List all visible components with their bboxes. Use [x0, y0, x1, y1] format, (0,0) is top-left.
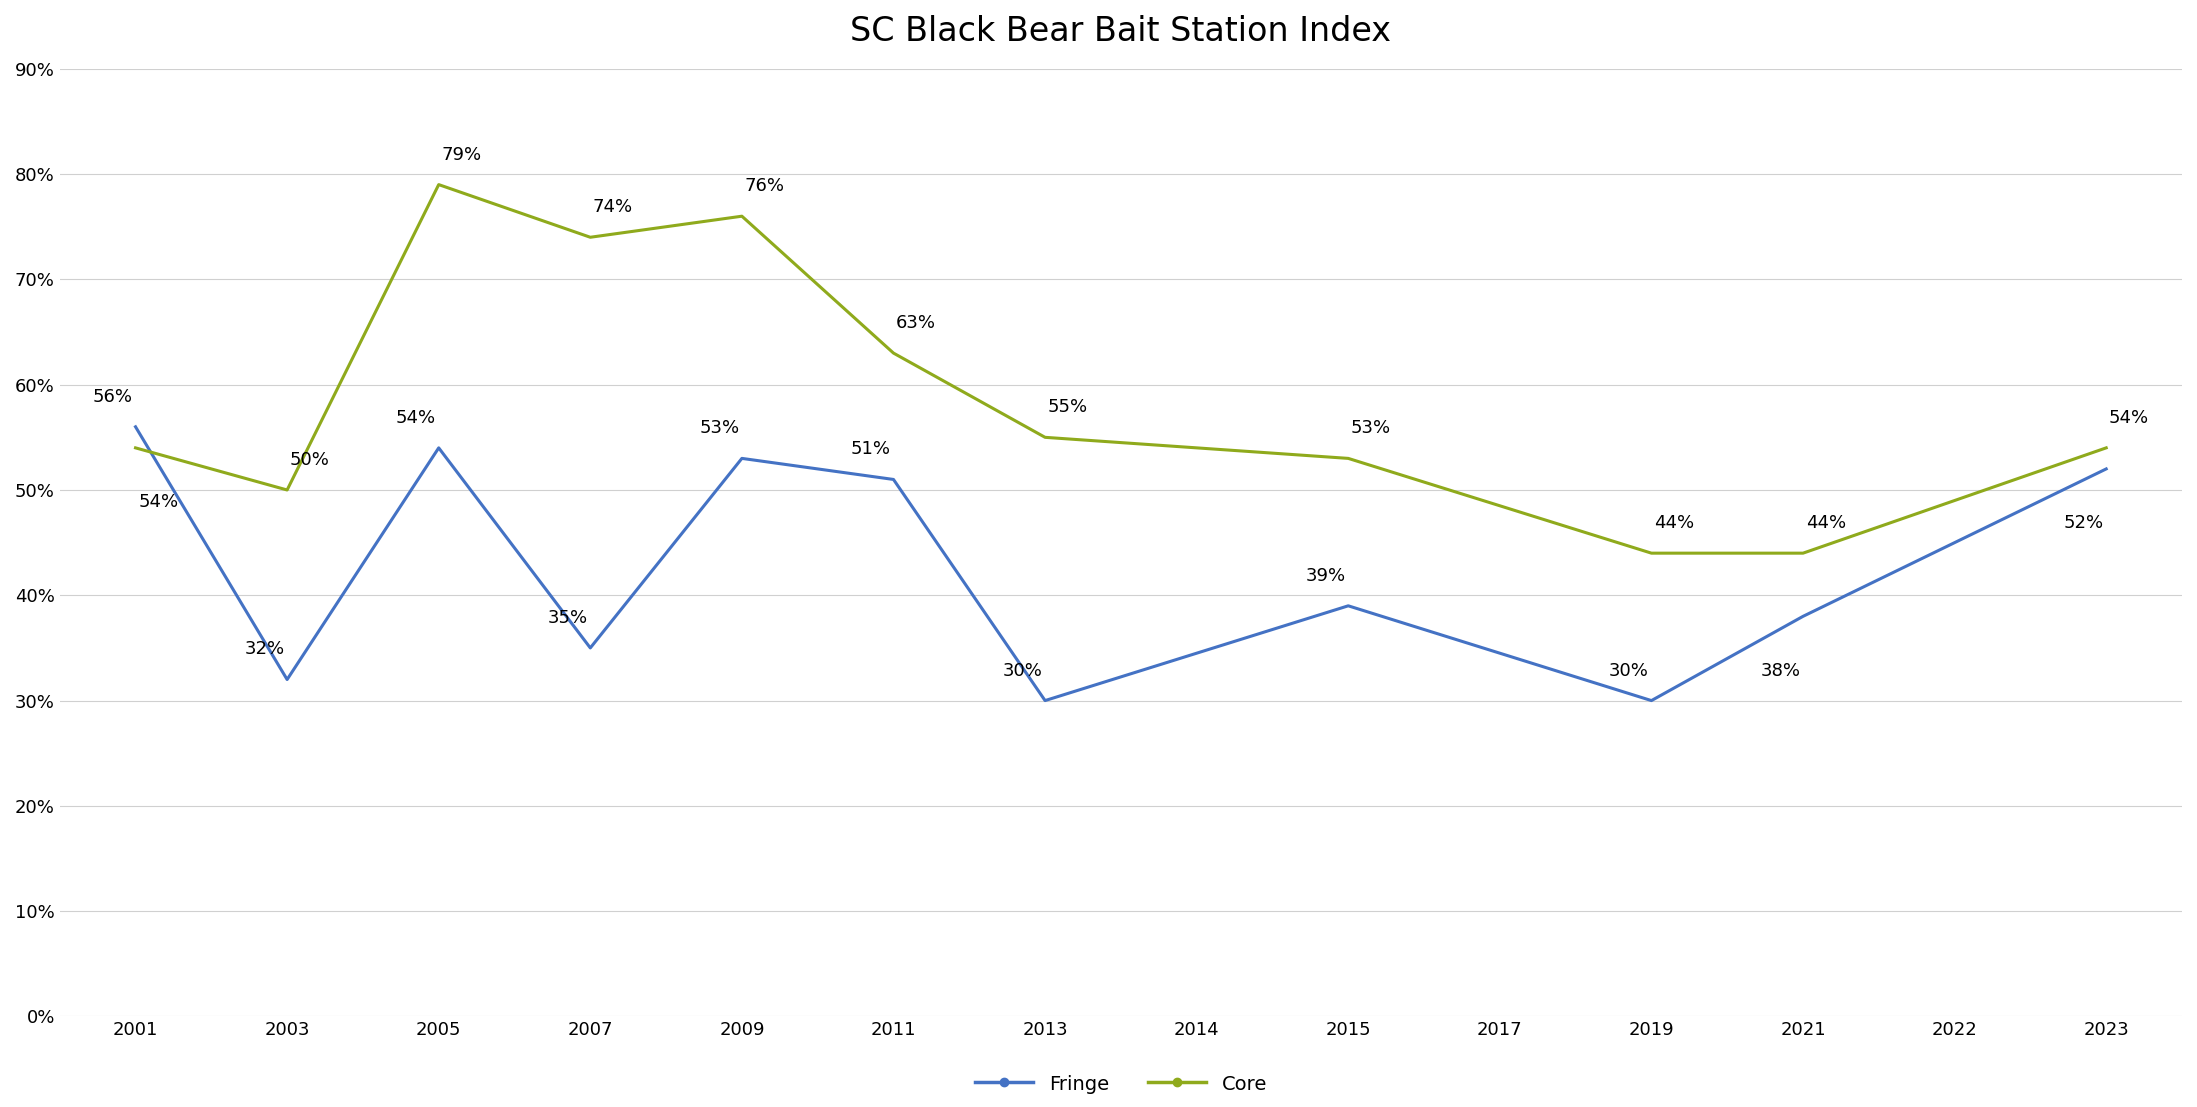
Text: 44%: 44%	[1806, 514, 1845, 532]
Text: 38%: 38%	[1760, 662, 1799, 680]
Fringe	[1336, 599, 1362, 612]
Text: 30%: 30%	[1608, 662, 1648, 680]
Text: 53%: 53%	[699, 420, 738, 437]
Text: 54%: 54%	[138, 493, 178, 511]
Fringe	[123, 421, 149, 434]
Core	[2094, 442, 2120, 455]
Fringe	[881, 473, 907, 486]
Core	[1791, 547, 1817, 560]
Text: 39%: 39%	[1305, 567, 1345, 584]
Line: Fringe: Fringe	[136, 427, 2107, 701]
Text: 32%: 32%	[244, 641, 283, 659]
Text: 35%: 35%	[547, 609, 587, 627]
Fringe	[275, 673, 301, 686]
Text: 56%: 56%	[92, 387, 132, 406]
Core	[881, 346, 907, 360]
Text: 74%: 74%	[593, 198, 633, 216]
Core	[426, 178, 453, 192]
Core	[123, 442, 149, 455]
Legend: Fringe, Core: Fringe, Core	[967, 1067, 1274, 1101]
Text: 63%: 63%	[896, 314, 936, 332]
Core	[1336, 452, 1362, 465]
Text: 44%: 44%	[1654, 514, 1694, 532]
Text: 54%: 54%	[2109, 408, 2149, 427]
Text: 52%: 52%	[2063, 514, 2103, 532]
Core	[1639, 547, 1665, 560]
Text: 30%: 30%	[1002, 662, 1041, 680]
Fringe	[1033, 694, 1059, 707]
Text: 54%: 54%	[395, 408, 435, 427]
Text: 55%: 55%	[1048, 399, 1088, 416]
Text: 50%: 50%	[290, 451, 330, 469]
Core	[729, 209, 756, 223]
Text: 53%: 53%	[1351, 420, 1391, 437]
Fringe	[1791, 610, 1817, 623]
Fringe	[426, 442, 453, 455]
Core	[275, 484, 301, 497]
Fringe	[2094, 463, 2120, 476]
Title: SC Black Bear Bait Station Index: SC Black Bear Bait Station Index	[850, 15, 1391, 48]
Text: 76%: 76%	[745, 177, 784, 195]
Fringe	[1639, 694, 1665, 707]
Fringe	[578, 641, 604, 654]
Fringe	[729, 452, 756, 465]
Core	[1033, 431, 1059, 444]
Text: 79%: 79%	[442, 145, 481, 164]
Line: Core: Core	[136, 185, 2107, 554]
Text: 51%: 51%	[850, 441, 890, 458]
Core	[578, 230, 604, 244]
